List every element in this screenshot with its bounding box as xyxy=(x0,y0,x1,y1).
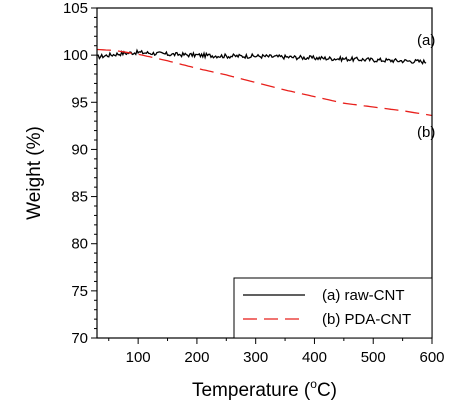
legend-box xyxy=(233,277,433,339)
y-tick-label: 95 xyxy=(71,94,88,111)
x-tick-label: 600 xyxy=(419,349,444,366)
y-tick-label: 100 xyxy=(63,47,88,64)
x-tick-label: 500 xyxy=(361,349,386,366)
x-tick-label: 300 xyxy=(243,349,268,366)
series-layer xyxy=(96,48,433,117)
y-tick-label: 90 xyxy=(71,141,88,158)
x-tick-label: 200 xyxy=(184,349,209,366)
y-tick-label: 75 xyxy=(71,283,88,300)
x-axis-title-main: Temperature ( xyxy=(192,380,311,401)
y-axis-title: Weight (%) xyxy=(24,126,45,220)
x-tick-label: 400 xyxy=(302,349,327,366)
annotation-a: (a) xyxy=(417,32,435,49)
y-tick-label: 70 xyxy=(71,330,88,347)
annotation-b: (b) xyxy=(417,124,435,141)
legend-label-pda-cnt: (b) PDA-CNT xyxy=(322,311,411,328)
x-axis-title-sup: o xyxy=(310,377,317,391)
legend: (a) raw-CNT (b) PDA-CNT xyxy=(233,277,433,339)
legend-label-raw-cnt: (a) raw-CNT xyxy=(322,287,405,304)
ticks-layer: 70 75 80 85 90 95 100 105 100 200 300 400 500 600 xyxy=(63,0,445,366)
y-tick-label: 85 xyxy=(71,189,88,206)
x-axis-title-end: C) xyxy=(317,380,337,401)
y-tick-label: 80 xyxy=(71,236,88,253)
x-axis-title: Temperature (oC) xyxy=(192,377,337,401)
series-line-0 xyxy=(96,48,427,65)
series-line-1 xyxy=(96,48,433,117)
x-tick-label: 100 xyxy=(126,349,151,366)
y-tick-label: 105 xyxy=(63,0,88,17)
